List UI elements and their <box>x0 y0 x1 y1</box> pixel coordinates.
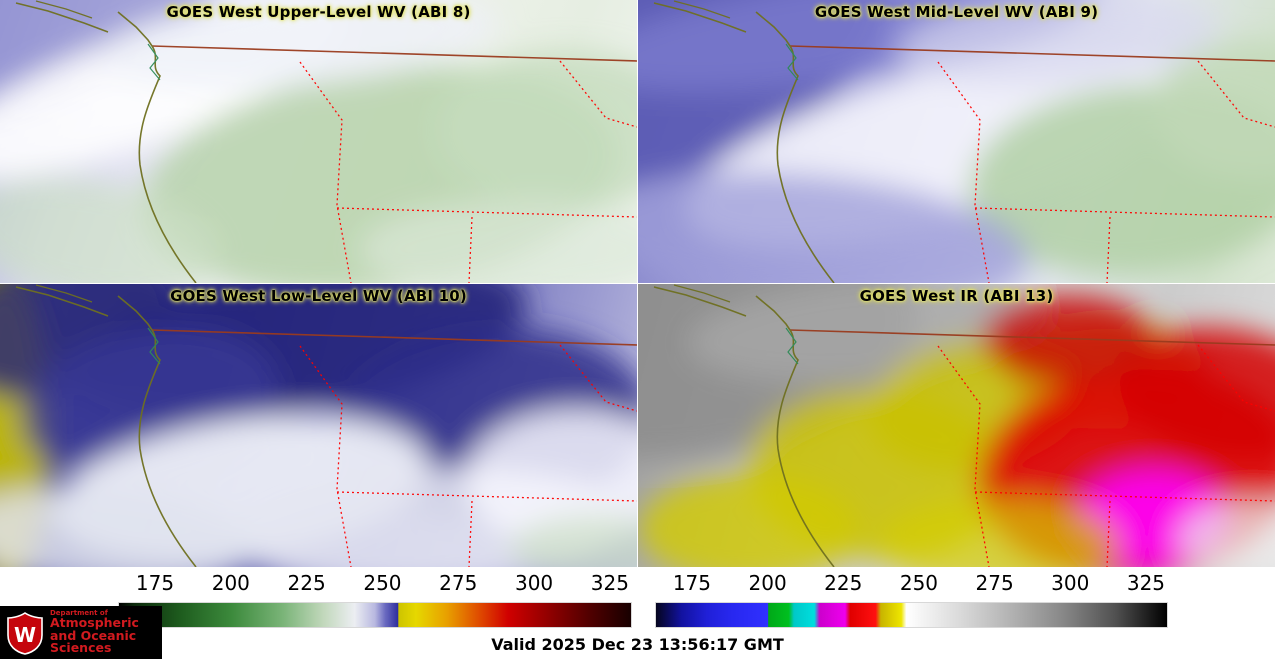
uw-crest-icon: W <box>7 611 43 655</box>
uw-aos-logo: W Department of Atmospheric and Oceanic … <box>0 606 162 659</box>
tick-label: 200 <box>211 571 250 595</box>
panel-ir: GOES West IR (ABI 13) <box>638 284 1275 567</box>
ir-colorbar-group: 175 200 225 250 275 300 325 <box>655 569 1168 631</box>
ir-colorbar-ticks: 175 200 225 250 275 300 325 <box>655 569 1168 599</box>
satellite-image-upper-wv <box>0 0 637 283</box>
logo-line-3: and Oceanic Sciences <box>50 627 137 656</box>
tick-label: 325 <box>590 571 629 595</box>
tick-label: 250 <box>899 571 939 595</box>
tick-label: 325 <box>1126 571 1166 595</box>
tick-label: 175 <box>672 571 712 595</box>
tick-label: 275 <box>439 571 478 595</box>
tick-label: 250 <box>363 571 402 595</box>
satellite-image-low-wv <box>0 284 637 567</box>
panel-title-upper-wv: GOES West Upper-Level WV (ABI 8) <box>166 3 471 21</box>
tick-label: 300 <box>1051 571 1090 595</box>
wv-colorbar-group: 175 200 225 250 275 300 325 <box>118 569 632 631</box>
crest-letter: W <box>14 623 36 647</box>
logo-line-2: Atmospheric <box>50 614 139 630</box>
wv-colorbar-ticks: 175 200 225 250 275 300 325 <box>118 569 632 599</box>
panel-title-ir: GOES West IR (ABI 13) <box>859 287 1054 305</box>
valid-time-label: Valid 2025 Dec 23 13:56:17 GMT <box>491 635 784 654</box>
ir-colorbar <box>655 602 1168 628</box>
tick-label: 225 <box>287 571 326 595</box>
panel-low-level-wv: GOES West Low-Level WV (ABI 10) <box>0 284 637 567</box>
tick-label: 225 <box>824 571 863 595</box>
logo-text: Department of Atmospheric and Oceanic Sc… <box>50 608 162 656</box>
wv-colorbar <box>118 602 632 628</box>
logo-line-1: Department of <box>50 608 108 617</box>
tick-label: 300 <box>514 571 554 595</box>
panel-title-low-wv: GOES West Low-Level WV (ABI 10) <box>170 287 467 305</box>
footer: 175 200 225 250 275 300 325 175 200 225 250 275 300… <box>0 567 1275 659</box>
tick-label: 200 <box>748 571 787 595</box>
satellite-image-ir <box>638 284 1275 567</box>
satellite-panel-grid: GOES West Upper-Level WV (ABI 8) GOES We… <box>0 0 1275 567</box>
tick-label: 175 <box>135 571 175 595</box>
tick-label: 275 <box>975 571 1014 595</box>
panel-title-mid-wv: GOES West Mid-Level WV (ABI 9) <box>814 3 1099 21</box>
panel-upper-level-wv: GOES West Upper-Level WV (ABI 8) <box>0 0 637 283</box>
panel-mid-level-wv: GOES West Mid-Level WV (ABI 9) <box>638 0 1275 283</box>
satellite-image-mid-wv <box>638 0 1275 283</box>
